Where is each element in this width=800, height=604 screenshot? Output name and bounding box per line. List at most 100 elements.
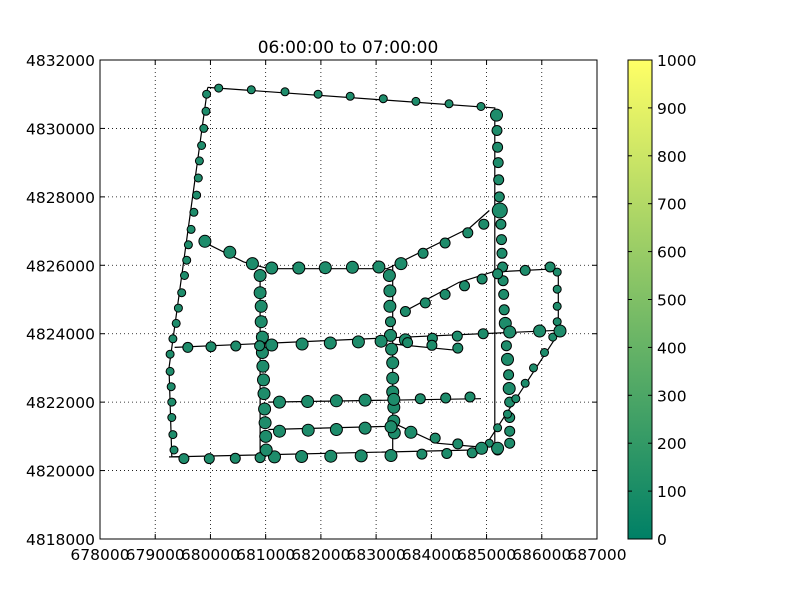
data-point xyxy=(552,301,562,311)
data-point xyxy=(548,332,558,342)
y-tick-label: 4826000 xyxy=(26,257,95,275)
data-point xyxy=(477,328,489,340)
colorbar-tick-label: 500 xyxy=(657,292,687,310)
data-point xyxy=(301,395,315,408)
data-point xyxy=(491,202,508,219)
data-point xyxy=(493,423,503,433)
data-point xyxy=(385,316,396,328)
x-tick-label: 685000 xyxy=(457,546,516,564)
data-point xyxy=(193,173,203,183)
data-point xyxy=(223,245,237,259)
data-point xyxy=(411,96,421,106)
data-point xyxy=(254,315,268,329)
data-point xyxy=(199,123,209,133)
data-point xyxy=(496,234,507,246)
data-point xyxy=(313,89,323,99)
data-point xyxy=(268,450,281,464)
data-point xyxy=(402,337,414,349)
data-point xyxy=(416,448,428,460)
colorbar-tick-label: 800 xyxy=(657,148,687,166)
colorbar-tick-label: 600 xyxy=(657,244,687,262)
data-point xyxy=(374,334,388,348)
x-tick-label: 683000 xyxy=(347,546,406,564)
data-point xyxy=(439,288,451,300)
data-point xyxy=(385,342,399,356)
data-point xyxy=(404,425,418,439)
data-point xyxy=(383,284,397,298)
data-point xyxy=(177,288,187,298)
colorbar-tick-label: 300 xyxy=(657,387,687,405)
data-point xyxy=(372,260,386,274)
data-point xyxy=(166,382,176,392)
data-point xyxy=(201,106,211,116)
data-point xyxy=(495,218,507,230)
x-tick-label: 678000 xyxy=(70,546,129,564)
data-point xyxy=(490,108,503,122)
x-tick-label: 682000 xyxy=(291,546,350,564)
data-point xyxy=(178,453,190,465)
data-point xyxy=(205,341,217,353)
data-point xyxy=(493,174,505,186)
colorbar-tick-label: 100 xyxy=(657,483,687,501)
data-point xyxy=(386,371,400,385)
data-point xyxy=(502,382,516,395)
data-point xyxy=(439,237,451,249)
data-point xyxy=(520,378,530,388)
colorbar-ticks: 0 100 200 300 400 500 600 700 800 900 1000 xyxy=(628,52,696,549)
data-point xyxy=(318,261,332,275)
data-point xyxy=(246,85,256,95)
data-point xyxy=(351,335,365,349)
data-point xyxy=(202,89,212,99)
data-point xyxy=(492,268,504,280)
data-point xyxy=(214,83,224,93)
chart-title: 06:00:00 to 07:00:00 xyxy=(258,38,439,58)
data-point xyxy=(265,261,279,275)
data-point xyxy=(503,325,517,339)
y-tick-label: 4818000 xyxy=(26,531,95,549)
data-point xyxy=(452,438,464,450)
data-point xyxy=(253,269,267,282)
data-point xyxy=(165,349,175,359)
data-point xyxy=(358,393,372,407)
x-tick-label: 686000 xyxy=(512,546,571,564)
data-point xyxy=(382,269,396,282)
data-point xyxy=(292,261,306,275)
data-point xyxy=(165,366,175,376)
colorbar-tick-label: 1000 xyxy=(657,52,696,70)
data-point xyxy=(498,288,510,300)
data-point xyxy=(478,218,490,230)
data-point xyxy=(426,339,438,351)
data-point xyxy=(383,299,397,313)
data-point xyxy=(384,328,397,342)
data-point xyxy=(501,352,514,366)
data-point xyxy=(273,424,286,438)
data-point xyxy=(475,441,489,455)
data-point xyxy=(189,207,199,217)
x-tick-label: 680000 xyxy=(181,546,240,564)
data-point xyxy=(301,423,315,437)
data-point xyxy=(167,413,177,422)
colorbar-tick-label: 900 xyxy=(657,100,687,118)
plot-area-frame xyxy=(99,59,598,540)
y-axis-ticks: 4818000 4820000 4822000 4824000 4826000 48280… xyxy=(26,52,597,549)
y-tick-label: 4822000 xyxy=(26,394,95,412)
data-point xyxy=(258,416,272,430)
data-point xyxy=(265,338,279,352)
data-point xyxy=(492,157,504,169)
data-point xyxy=(451,330,463,342)
data-point xyxy=(498,304,510,316)
data-point xyxy=(253,286,267,300)
colorbar-tick-label: 0 xyxy=(657,531,667,549)
data-point xyxy=(459,280,470,292)
data-point xyxy=(229,452,241,464)
data-point xyxy=(384,449,398,462)
data-point xyxy=(329,394,343,408)
data-point xyxy=(529,363,538,373)
data-point xyxy=(345,91,355,101)
data-point xyxy=(464,391,476,403)
data-point xyxy=(182,255,192,265)
data-point xyxy=(552,284,562,294)
data-point xyxy=(394,257,408,271)
